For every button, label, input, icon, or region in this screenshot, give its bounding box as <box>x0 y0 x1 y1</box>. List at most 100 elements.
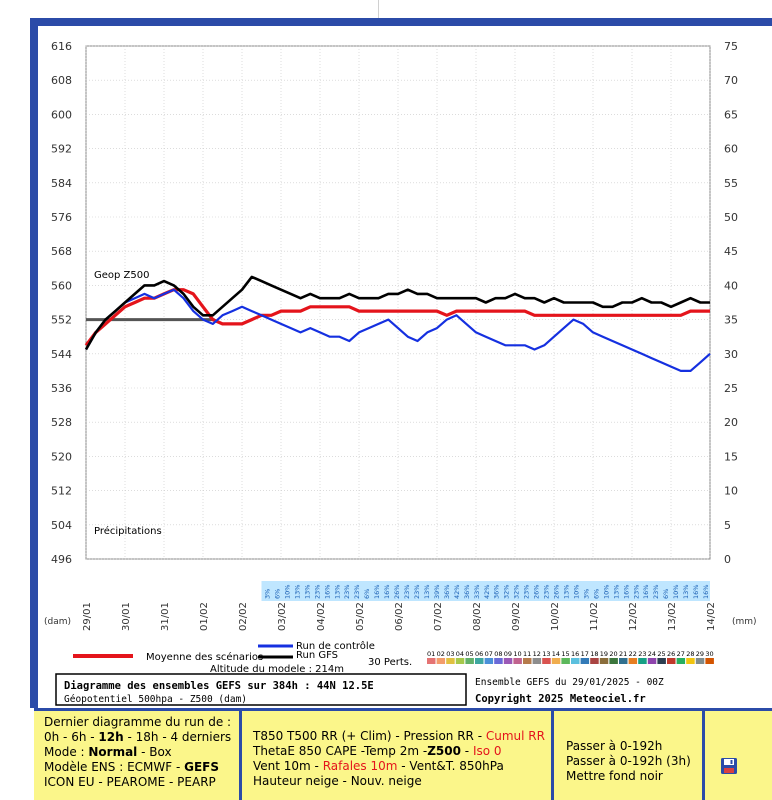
left-tick-label: 584 <box>51 177 72 190</box>
snow-value: 10% <box>672 585 680 599</box>
param-rafales[interactable]: Rafales 10m <box>322 759 398 773</box>
left-tick-label: 552 <box>51 314 72 327</box>
left-tick-label: 568 <box>51 245 72 258</box>
mode-box[interactable]: - Box <box>137 745 172 759</box>
legend-pert-swatch <box>513 658 522 664</box>
model-row-2[interactable]: ICON EU - PEAROME - PEARP <box>44 775 216 789</box>
param-clim-pression[interactable]: (+ Clim) - Pression RR - <box>337 729 486 743</box>
snow-value: 13% <box>682 585 690 599</box>
snow-value: 23% <box>413 585 421 599</box>
save-disk-icon[interactable] <box>720 757 738 775</box>
x-tick-label: 31/01 <box>160 602 171 631</box>
param-cumul-rr[interactable]: Cumul RR <box>485 729 545 743</box>
legend-pert-swatch <box>561 658 570 664</box>
left-tick-label: 544 <box>51 348 72 361</box>
mode-row: Mode : Normal - Box <box>44 745 239 760</box>
snow-value: 6% <box>592 589 600 599</box>
right-tick-label: 30 <box>724 348 738 361</box>
run-link-list[interactable]: 0h - 6h - <box>44 730 99 744</box>
param-row-3: Vent 10m - Rafales 10m - Vent&T. 850hPa <box>253 759 551 774</box>
legend-pert-number: 23 <box>638 650 646 658</box>
legend-pert-swatch <box>676 658 686 664</box>
legend-pert-swatch <box>484 658 494 664</box>
title-box <box>55 673 467 706</box>
snow-value: 13% <box>562 585 570 599</box>
legend-pert-swatch <box>686 658 695 664</box>
legend-pert-number: 19 <box>600 650 608 658</box>
x-tick-label: 05/02 <box>355 602 366 631</box>
legend-pert-swatch <box>446 658 455 664</box>
mode-label: Mode : <box>44 745 89 759</box>
option-0-192h[interactable]: Passer à 0-192h <box>566 739 663 753</box>
snow-value: 23% <box>523 585 531 599</box>
snow-value: 32% <box>513 585 521 599</box>
snow-value: 16% <box>373 585 381 599</box>
legend-pert-swatch <box>427 658 436 664</box>
series-line <box>85 288 711 372</box>
left-tick-label: 600 <box>51 108 72 121</box>
option-0-192h-3h[interactable]: Passer à 0-192h (3h) <box>566 754 691 768</box>
legend-pert-number: 25 <box>657 650 665 658</box>
snow-value: 39% <box>433 585 441 599</box>
model-row: Modèle ENS : ECMWF - GEFS <box>44 760 239 775</box>
legend-pert-number: 13 <box>542 650 550 658</box>
right-tick-label: 65 <box>724 108 738 121</box>
ensemble-chart: 6166086005925845765685605525445365285205… <box>44 40 757 706</box>
x-tick-label: 03/02 <box>277 602 288 631</box>
legend-pert-swatch <box>542 658 551 664</box>
x-tick-label: 14/02 <box>706 602 717 631</box>
legend-pert-number: 15 <box>561 650 569 658</box>
legend-pert-number: 29 <box>696 650 704 658</box>
plot-area <box>85 45 711 560</box>
snow-value: 23% <box>353 585 361 599</box>
snow-value: 42% <box>483 585 491 599</box>
save-panel <box>702 708 772 800</box>
x-tick-label: 08/02 <box>472 602 483 631</box>
legend-pert-number: 24 <box>648 650 656 658</box>
x-tick-label: 11/02 <box>589 602 600 631</box>
series-line <box>84 275 710 351</box>
right-tick-label: 25 <box>724 382 738 395</box>
param-row-2: ThetaE 850 CAPE -Temp 2m -Z500 - Iso 0 <box>253 744 551 759</box>
legend-pert-number: 28 <box>686 650 694 658</box>
legend-pert-number: 17 <box>581 650 589 658</box>
snow-value: 23% <box>632 585 640 599</box>
legend-pert-swatch <box>638 658 647 664</box>
param-z500[interactable]: Z500 <box>427 744 461 758</box>
model-label[interactable]: Modèle ENS : ECMWF - <box>44 760 185 774</box>
legend-pert-swatch <box>465 658 474 664</box>
run-link-12h[interactable]: 12h <box>98 730 124 744</box>
legend-pert-number: 22 <box>629 650 637 658</box>
param-iso0[interactable]: Iso 0 <box>472 744 502 758</box>
x-tick-label: 07/02 <box>433 602 444 631</box>
right-tick-label: 5 <box>724 519 731 532</box>
mode-normal[interactable]: Normal <box>88 745 138 759</box>
snow-value: 23% <box>543 585 551 599</box>
right-tick-label: 35 <box>724 314 738 327</box>
param-vent10m[interactable]: Vent 10m - <box>253 759 323 773</box>
snow-value: 16% <box>383 585 391 599</box>
param-vent850[interactable]: - Vent&T. 850hPa <box>397 759 504 773</box>
run-selector-panel: Dernier diagramme du run de : 0h - 6h - … <box>34 708 239 800</box>
model-gefs[interactable]: GEFS <box>184 760 220 774</box>
left-tick-label: 608 <box>51 74 72 87</box>
snow-value: 10% <box>283 585 291 599</box>
legend-pert-number: 20 <box>609 650 617 658</box>
left-axis-unit: (dam) <box>44 617 71 627</box>
option-fond-noir[interactable]: Mettre fond noir <box>566 769 663 783</box>
precip-series-label: Précipitations <box>94 525 162 537</box>
legend-pert-swatch <box>609 658 618 664</box>
top-divider <box>378 0 379 18</box>
run-links: 0h - 6h - 12h - 18h - 4 derniers <box>44 730 239 745</box>
right-tick-label: 50 <box>724 211 738 224</box>
right-tick-label: 15 <box>724 450 738 463</box>
left-tick-label: 560 <box>51 279 72 292</box>
run-link-rest[interactable]: - 18h - 4 derniers <box>127 730 232 744</box>
run-title: Dernier diagramme du run de : <box>44 715 232 729</box>
param-row-4[interactable]: Hauteur neige - Nouv. neige <box>253 774 422 788</box>
param-t850[interactable]: T850 T500 RR <box>253 729 338 743</box>
param-thetae[interactable]: ThetaE 850 CAPE -Temp 2m - <box>253 744 428 758</box>
legend-pert-swatch <box>455 658 465 664</box>
legend-mean-label: Moyenne des scénarios <box>146 651 263 663</box>
